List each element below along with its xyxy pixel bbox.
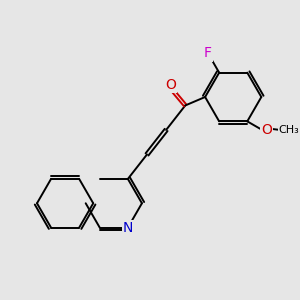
Text: O: O xyxy=(165,78,176,92)
Text: O: O xyxy=(261,123,272,137)
Text: F: F xyxy=(204,46,212,60)
Text: CH₃: CH₃ xyxy=(278,125,299,135)
Text: N: N xyxy=(123,220,133,235)
